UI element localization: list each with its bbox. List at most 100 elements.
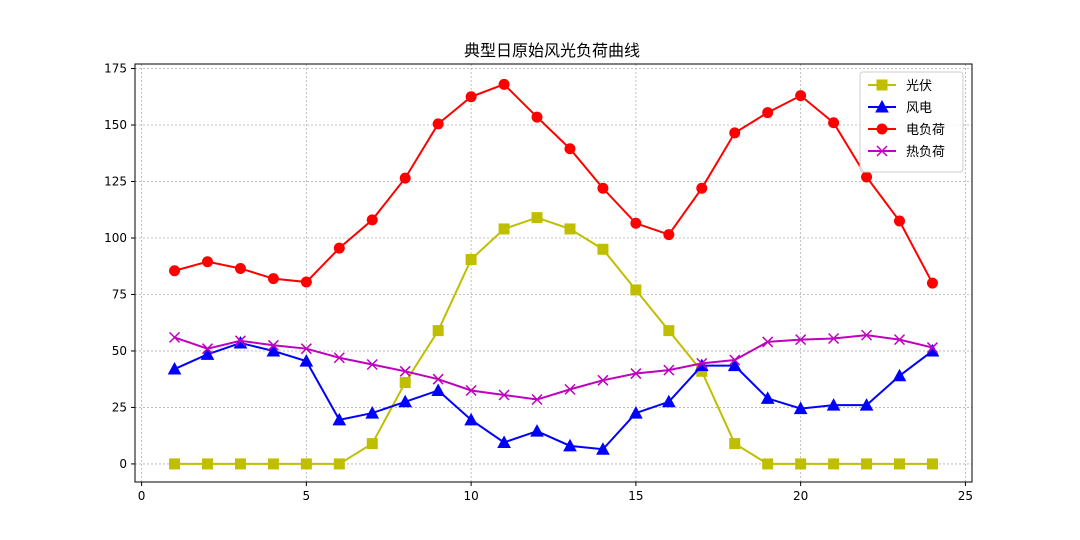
data-point xyxy=(630,284,642,296)
y-tick-label: 25 xyxy=(112,400,127,414)
data-point xyxy=(531,393,543,406)
data-point xyxy=(694,358,709,372)
data-point xyxy=(366,214,378,226)
x-tick-label: 10 xyxy=(463,489,478,503)
data-point xyxy=(531,111,543,123)
y-tick-label: 125 xyxy=(104,174,127,188)
data-point xyxy=(432,118,444,130)
series-3 xyxy=(169,78,938,289)
data-point xyxy=(861,458,873,470)
data-point xyxy=(760,391,775,404)
data-point-stroke xyxy=(663,364,675,376)
data-point-stroke xyxy=(498,389,510,401)
y-tick-label: 50 xyxy=(112,344,127,358)
data-point-stroke xyxy=(432,373,444,385)
data-point xyxy=(795,90,807,102)
data-point xyxy=(234,458,246,470)
x-tick-label: 5 xyxy=(303,489,311,503)
data-point xyxy=(861,171,873,183)
data-point-stroke xyxy=(465,384,477,397)
data-point xyxy=(300,276,312,288)
data-point xyxy=(431,383,446,396)
data-point xyxy=(465,253,477,265)
data-point xyxy=(926,342,938,354)
series-1 xyxy=(169,212,938,470)
data-point-stroke xyxy=(729,354,741,366)
data-point-stroke xyxy=(399,365,411,377)
data-point xyxy=(234,262,246,274)
data-point xyxy=(267,458,279,470)
data-point xyxy=(729,438,741,450)
data-point xyxy=(333,352,345,364)
data-point xyxy=(169,265,181,277)
data-point xyxy=(826,398,841,411)
data-point xyxy=(597,374,609,386)
legend-label: 光伏 xyxy=(906,79,932,94)
series-layer xyxy=(167,78,940,470)
data-point-stroke xyxy=(201,343,214,355)
data-point-stroke xyxy=(531,393,543,406)
legend-label: 热负荷 xyxy=(906,145,945,160)
data-point xyxy=(169,458,181,470)
data-point xyxy=(531,212,543,224)
data-point xyxy=(266,343,281,357)
data-point xyxy=(201,343,214,355)
data-point-stroke xyxy=(234,335,246,347)
data-point xyxy=(795,334,807,346)
data-point xyxy=(332,412,347,426)
data-point xyxy=(762,458,774,470)
data-point xyxy=(762,336,774,348)
x-tick-label: 15 xyxy=(628,489,643,503)
data-point xyxy=(234,335,246,347)
data-point xyxy=(729,354,741,366)
data-point-stroke xyxy=(333,352,345,364)
data-point xyxy=(201,256,213,268)
data-point xyxy=(498,223,510,235)
data-point-stroke xyxy=(169,331,181,343)
x-tick-label: 0 xyxy=(138,489,146,503)
data-point xyxy=(564,383,576,395)
data-point xyxy=(299,354,314,367)
data-point xyxy=(497,435,511,448)
x-tick-label: 25 xyxy=(958,489,973,503)
data-point-stroke xyxy=(926,342,938,354)
data-point xyxy=(564,143,576,155)
data-point xyxy=(399,365,411,377)
legend-entry: 风电 xyxy=(868,99,932,116)
y-tick-label: 100 xyxy=(104,231,127,245)
data-point xyxy=(793,401,808,415)
data-point xyxy=(663,229,675,241)
data-point xyxy=(365,406,380,419)
data-point-stroke xyxy=(828,332,840,345)
series-4 xyxy=(169,329,938,406)
data-point xyxy=(432,373,444,385)
data-point xyxy=(828,332,840,345)
grid xyxy=(135,64,972,482)
data-point xyxy=(661,394,676,408)
legend-marker xyxy=(876,145,888,157)
data-point xyxy=(696,357,708,369)
series-2 xyxy=(167,335,940,455)
legend-label: 电负荷 xyxy=(906,123,945,138)
data-point xyxy=(167,361,182,375)
data-point xyxy=(795,458,807,470)
data-point xyxy=(894,458,906,470)
data-point-stroke xyxy=(762,336,774,348)
data-point xyxy=(233,335,248,349)
data-point xyxy=(564,223,576,235)
data-point xyxy=(465,91,477,103)
legend-entry: 光伏 xyxy=(868,79,932,94)
data-point xyxy=(861,329,873,341)
data-point xyxy=(828,458,840,470)
data-point xyxy=(629,406,643,419)
data-point xyxy=(596,442,610,455)
data-point xyxy=(630,368,642,380)
data-point xyxy=(762,107,774,119)
data-point xyxy=(597,243,609,255)
data-point xyxy=(926,458,938,470)
legend-entry: 电负荷 xyxy=(868,123,945,138)
axes: 0 5 10 15 20 25 0 25 50 75 100 125 150 175 xyxy=(104,62,973,503)
